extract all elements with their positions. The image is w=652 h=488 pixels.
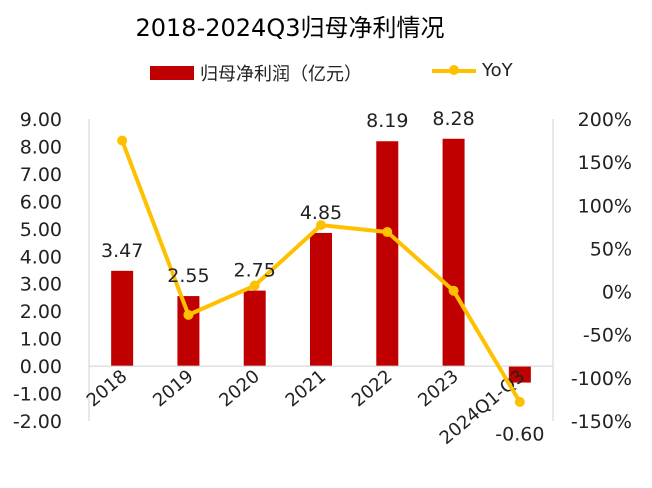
y-right-tick-label: 150%	[578, 152, 632, 174]
y-right-tick-label: -50%	[583, 325, 632, 347]
bar	[243, 290, 266, 367]
y-left-tick-label: -2.00	[13, 411, 62, 433]
bar-data-label: -0.60	[495, 424, 544, 446]
y-left-tick-label: -1.00	[13, 384, 62, 406]
bar	[310, 232, 332, 367]
bar-data-label: 8.19	[366, 110, 408, 132]
yoy-point	[183, 309, 194, 320]
yoy-point	[514, 397, 525, 408]
chart-title: 2018-2024Q3归母净利情况	[135, 14, 445, 42]
legend-label-bar: 归母净利润（亿元）	[200, 64, 362, 85]
yoy-point	[249, 280, 260, 291]
chart-legend: 归母净利润（亿元） YoY	[150, 60, 590, 86]
legend-swatch-line	[432, 64, 476, 75]
legend-swatch-bar	[150, 66, 194, 80]
y-left-tick-label: 1.00	[20, 329, 62, 351]
y-right-tick-label: 100%	[578, 195, 632, 217]
x-tick-label: 2018	[83, 366, 132, 412]
bar	[111, 270, 134, 367]
yoy-point	[117, 135, 128, 146]
bar-data-label: 4.85	[300, 202, 342, 224]
bar	[442, 138, 465, 367]
yoy-point	[316, 220, 326, 231]
x-tick-label: 2023	[414, 366, 463, 412]
y-left-tick-label: 5.00	[20, 219, 62, 241]
bar	[376, 141, 399, 367]
y-left-tick-label: 4.00	[20, 246, 62, 268]
legend-item-line: YoY	[432, 60, 513, 81]
bar-data-label: 2.55	[167, 265, 209, 287]
bar-data-label: 2.75	[234, 260, 276, 282]
y-right-tick-label: -100%	[571, 368, 632, 390]
y-right-tick-label: 200%	[578, 109, 632, 131]
y-left-tick-label: 6.00	[20, 191, 62, 213]
bar	[177, 296, 200, 367]
y-left-tick-label: 0.00	[20, 356, 62, 378]
yoy-point	[382, 227, 393, 238]
bar	[508, 366, 531, 383]
legend-label-line: YoY	[482, 60, 513, 81]
y-right-tick-label: -150%	[571, 411, 632, 433]
y-left-tick-label: 8.00	[20, 136, 62, 158]
legend-item-bar: 归母净利润（亿元）	[150, 60, 362, 86]
y-left-tick-label: 3.00	[20, 274, 62, 296]
y-left-tick-label: 7.00	[20, 164, 62, 186]
x-tick-label: 2019	[149, 366, 198, 412]
x-tick-label: 2020	[215, 366, 264, 412]
bar-data-label: 8.28	[432, 108, 474, 130]
yoy-point	[448, 285, 459, 296]
x-tick-label: 2021	[282, 366, 331, 412]
y-left-tick-label: 9.00	[20, 109, 62, 131]
y-right-tick-label: 50%	[590, 238, 632, 260]
y-right-tick-label: 0%	[602, 282, 632, 304]
x-tick-label: 2022	[348, 366, 397, 412]
bar-data-label: 3.47	[101, 240, 143, 262]
y-left-tick-label: 2.00	[20, 301, 62, 323]
